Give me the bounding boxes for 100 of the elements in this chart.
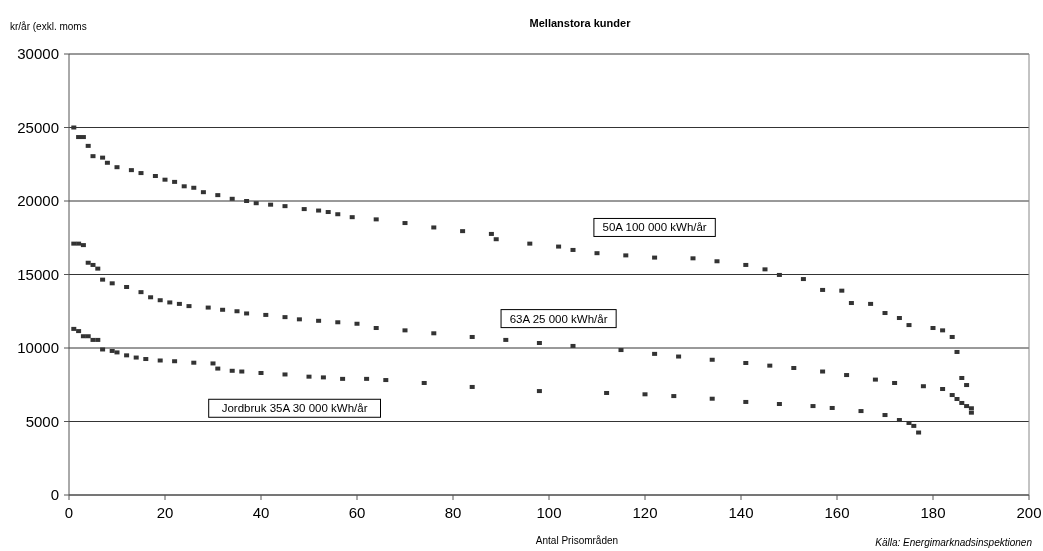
point [215, 366, 221, 371]
point [503, 337, 509, 342]
y-tick-label: 5000 [25, 412, 59, 430]
point [335, 320, 341, 325]
point [76, 135, 82, 140]
y-tick-label: 0 [50, 486, 59, 503]
point [848, 301, 854, 306]
point [157, 358, 163, 363]
point [138, 171, 144, 176]
point [800, 277, 806, 282]
point [80, 243, 86, 248]
point [200, 190, 206, 195]
point [172, 359, 178, 364]
point [776, 272, 782, 277]
point [340, 376, 346, 381]
point [76, 329, 82, 334]
point [301, 207, 307, 212]
point [402, 221, 408, 226]
point [373, 217, 379, 222]
point [709, 357, 715, 362]
series-label: Jordbruk 35A 30 000 kWh/år [221, 402, 368, 415]
y-tick-label: 30000 [17, 45, 59, 62]
point [210, 361, 216, 366]
point [676, 354, 682, 359]
point [872, 377, 878, 382]
point [85, 260, 91, 265]
point [570, 343, 576, 348]
point [172, 179, 178, 184]
point [488, 231, 494, 236]
point [114, 350, 120, 355]
point [80, 135, 86, 140]
point [820, 287, 826, 292]
point [215, 193, 221, 198]
x-tick-label: 0 [64, 504, 74, 521]
point [469, 334, 475, 339]
x-tick-label: 80 [444, 504, 462, 521]
series-label: 50A 100 000 kWh/år [602, 221, 707, 234]
point [652, 351, 658, 356]
point [71, 125, 77, 130]
point [296, 317, 302, 322]
point [623, 253, 629, 258]
point [244, 199, 250, 203]
point [671, 394, 677, 399]
point [527, 241, 533, 246]
point [968, 410, 974, 415]
x-tick-label: 100 [536, 504, 562, 521]
point [148, 295, 154, 300]
point [906, 323, 912, 328]
point [306, 374, 312, 379]
point [556, 244, 562, 249]
point [109, 281, 115, 286]
series-label: 63A 25 000 kWh/år [509, 312, 608, 325]
point [642, 392, 648, 397]
point [431, 331, 437, 336]
point [594, 251, 600, 256]
point [940, 387, 946, 392]
point [959, 400, 965, 405]
point [100, 155, 106, 160]
point [176, 301, 182, 306]
point [964, 404, 970, 409]
point [776, 402, 782, 407]
point [839, 288, 845, 293]
point [229, 196, 235, 201]
point [76, 241, 82, 246]
point [920, 384, 926, 389]
point [743, 262, 749, 267]
text: Källa: Energimarknadsinspektionen [875, 537, 1033, 548]
point [536, 341, 542, 345]
point [263, 312, 269, 317]
point [95, 337, 101, 342]
point [320, 375, 326, 380]
point [229, 368, 235, 373]
point [762, 267, 768, 272]
point [205, 305, 211, 310]
point [316, 318, 322, 323]
point [124, 285, 130, 289]
x-tick-label: 160 [824, 504, 850, 521]
x-tick-label: 20 [156, 504, 174, 521]
point [469, 384, 475, 389]
point [536, 389, 542, 394]
point [191, 360, 197, 365]
point [90, 154, 96, 159]
x-tick-label: 200 [1016, 504, 1042, 521]
point [104, 160, 110, 165]
point [100, 277, 106, 282]
point [743, 399, 749, 404]
point [916, 430, 922, 435]
point [71, 326, 77, 331]
point [882, 413, 888, 418]
point [85, 143, 91, 148]
point [258, 370, 264, 375]
point [791, 365, 797, 370]
point [349, 215, 355, 220]
point [714, 259, 720, 264]
point [460, 229, 466, 234]
point [709, 396, 715, 401]
point [896, 316, 902, 321]
point [157, 298, 163, 303]
point [100, 347, 106, 352]
point [253, 201, 259, 206]
